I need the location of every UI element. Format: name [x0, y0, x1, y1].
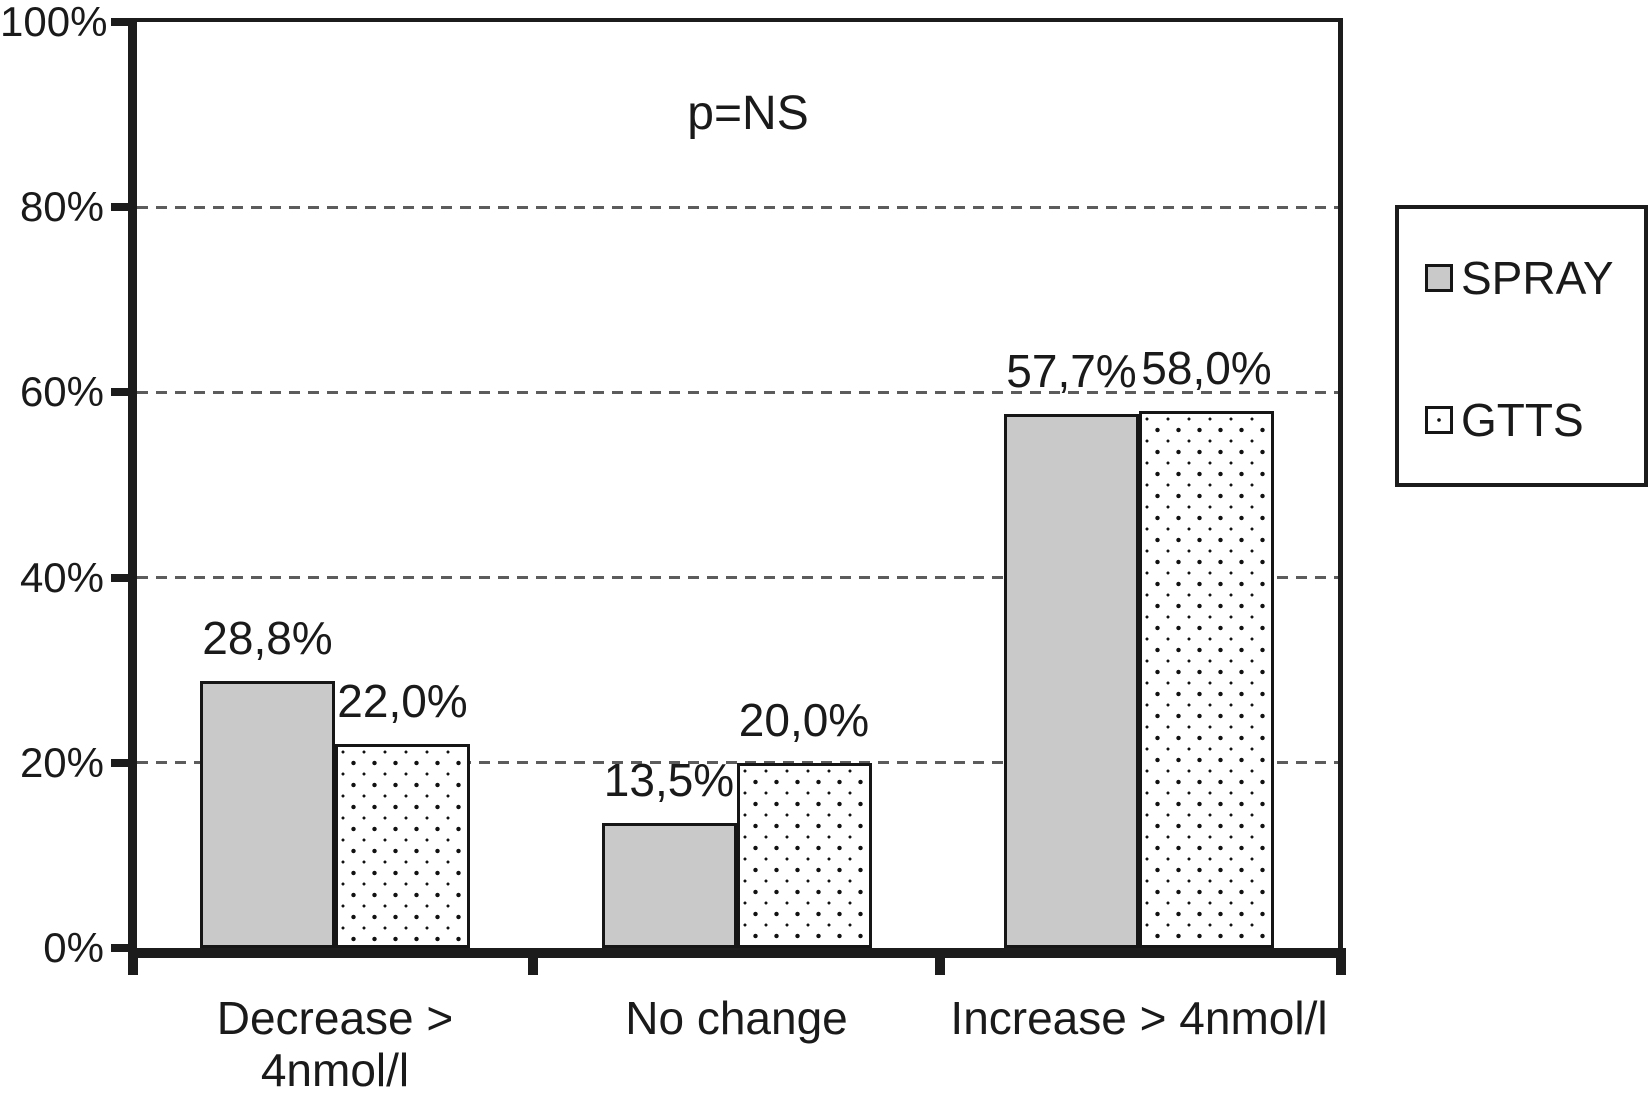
gridline-80: [137, 205, 1338, 209]
value-label-gtts-no-change: 20,0%: [738, 693, 870, 746]
gridline-60: [137, 390, 1338, 394]
bar-spray-no-change: [601, 822, 737, 948]
y-axis-label-0: 0%: [43, 924, 104, 971]
p-value-annotation: p=NS: [687, 87, 809, 140]
bar-spray-decrease-4nmol-l: [200, 681, 335, 948]
x-axis-tick-0: [127, 948, 138, 975]
x-axis-tick-2: [935, 948, 945, 975]
value-label-spray-increase-4nmol-l: 57,7%: [1006, 344, 1137, 397]
y-axis-tick-20: [111, 758, 129, 767]
bar-gtts-no-change: [736, 762, 872, 948]
category-label-increase-4nmol-l: Increase > 4nmol/l: [950, 992, 1328, 1044]
y-axis-tick-60: [111, 388, 129, 397]
legend-label-gtts: GTTS: [1461, 394, 1584, 446]
y-axis-label-60: 60%: [19, 368, 104, 416]
y-axis-tick-100: [111, 18, 129, 26]
bar-gtts-decrease-4nmol-l: [335, 744, 470, 948]
legend-swatch-spray-icon: [1425, 264, 1453, 292]
y-axis-label-80: 80%: [19, 183, 104, 231]
gridline-40: [137, 576, 1338, 580]
legend-entry-spray: SPRAY: [1425, 253, 1644, 303]
y-axis-tick-40: [111, 573, 129, 582]
bar-gtts-increase-4nmol-l: [1139, 410, 1274, 948]
value-label-gtts-decrease-4nmol-l: 22,0%: [337, 675, 468, 728]
x-axis-tick-1: [528, 948, 538, 975]
y-axis-tick-0: [111, 944, 129, 952]
y-axis-label-40: 40%: [19, 553, 104, 601]
y-axis-tick-80: [111, 203, 129, 212]
value-label-spray-decrease-4nmol-l: 28,8%: [202, 612, 333, 665]
value-label-spray-no-change: 13,5%: [603, 753, 735, 806]
x-axis-tick-3: [1335, 948, 1346, 975]
y-axis-label-20: 20%: [19, 738, 104, 786]
value-label-gtts-increase-4nmol-l: 58,0%: [1141, 341, 1272, 394]
plot-area: [128, 18, 1343, 958]
y-axis-label-100: 100%: [0, 0, 108, 45]
category-label-no-change: No change: [625, 992, 848, 1044]
category-label-decrease-4nmol-l: Decrease >4nmol/l: [216, 992, 454, 1094]
legend-swatch-gtts-icon: [1425, 406, 1453, 434]
bar-spray-increase-4nmol-l: [1004, 413, 1139, 948]
legend-label-spray: SPRAY: [1461, 252, 1614, 304]
legend-entry-gtts: GTTS: [1425, 395, 1644, 445]
legend: SPRAY GTTS: [1395, 205, 1648, 487]
